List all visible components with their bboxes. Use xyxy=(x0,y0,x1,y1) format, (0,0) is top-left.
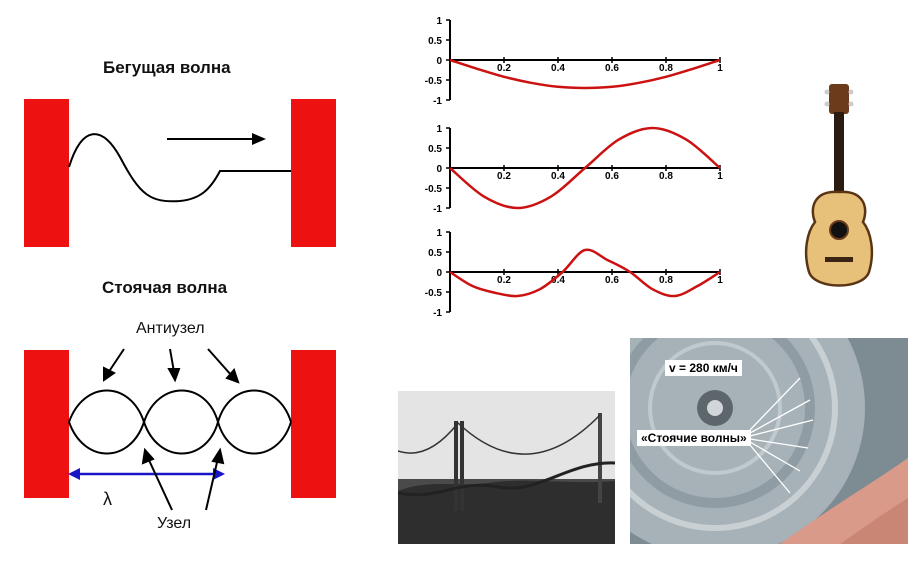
wavelength-symbol: λ xyxy=(103,489,112,509)
x-tick-label: 0.8 xyxy=(659,63,673,74)
y-tick-label: 0.5 xyxy=(428,36,442,47)
antinode-label: Антиузел xyxy=(136,320,205,337)
left-wall xyxy=(24,99,69,247)
y-tick-label: -0.5 xyxy=(425,184,443,195)
y-tick-label: -1 xyxy=(433,96,442,107)
y-tick-label: 1 xyxy=(436,16,442,27)
node-label: Узел xyxy=(157,515,192,532)
y-tick-label: 1 xyxy=(436,124,442,135)
right-wall xyxy=(291,350,336,498)
traveling-wave-title: Бегущая волна xyxy=(103,58,231,77)
x-tick-label: 0.8 xyxy=(659,171,673,182)
standing-waves-caption: «Стоячие волны» xyxy=(637,430,751,446)
traveling-wave-diagram xyxy=(24,99,336,247)
left-wall xyxy=(24,350,69,498)
mode-plot-2: 1 0.5 0 -0.5 -1 0.2 0.4 0.6 0.8 1 xyxy=(425,124,723,215)
x-tick-label: 1 xyxy=(717,63,723,74)
y-tick-label: 0.5 xyxy=(428,248,442,259)
x-tick-label: 0.2 xyxy=(497,275,511,286)
direction-arrowhead xyxy=(252,133,266,145)
y-tick-label: 0.5 xyxy=(428,144,442,155)
x-tick-label: 1 xyxy=(717,171,723,182)
y-tick-label: 0 xyxy=(436,268,442,279)
standing-wave-upper xyxy=(68,389,292,455)
x-tick-label: 0.2 xyxy=(497,63,511,74)
y-tick-label: 1 xyxy=(436,228,442,239)
mode-plots: 1 0.5 0 -0.5 -1 0.2 0.4 0.6 0.8 1 1 0.5 0 -0.5 -1 0.2 0.… xyxy=(425,16,723,319)
mode-curve-2 xyxy=(449,126,721,210)
x-tick-label: 0.6 xyxy=(605,171,619,182)
mode-plot-1: 1 0.5 0 -0.5 -1 0.2 0.4 0.6 0.8 1 xyxy=(425,16,723,107)
right-wall xyxy=(291,99,336,247)
x-tick-label: 0.6 xyxy=(605,63,619,74)
standing-wave-lower xyxy=(68,389,292,455)
antinode-arrows xyxy=(103,348,240,384)
y-tick-label: -0.5 xyxy=(425,76,443,87)
x-tick-label: 0.8 xyxy=(659,275,673,286)
x-tick-label: 0.4 xyxy=(551,275,565,286)
standing-wave-diagram xyxy=(24,348,336,511)
y-tick-label: -1 xyxy=(433,204,442,215)
mode-curve-1 xyxy=(449,58,721,90)
y-tick-label: -1 xyxy=(433,308,442,319)
x-tick-label: 1 xyxy=(717,275,723,286)
standing-wave-title: Стоячая волна xyxy=(102,278,228,297)
y-tick-label: 0 xyxy=(436,56,442,67)
x-tick-label: 0.2 xyxy=(497,171,511,182)
speed-label: v = 280 км/ч xyxy=(665,360,742,376)
y-tick-label: -0.5 xyxy=(425,288,443,299)
mode-curve-3 xyxy=(449,248,721,298)
x-tick-label: 0.6 xyxy=(605,275,619,286)
node-arrows xyxy=(141,447,225,511)
guitar-image xyxy=(804,84,874,287)
x-tick-label: 0.4 xyxy=(551,63,565,74)
x-tick-label: 0.4 xyxy=(551,171,565,182)
mode-plot-3: 1 0.5 0 -0.5 -1 0.2 0.4 0.6 0.8 1 xyxy=(425,228,723,319)
tire-photo: v = 280 км/ч «Стоячие волны» xyxy=(630,338,908,544)
traveling-wave-curve xyxy=(68,133,291,203)
bridge-photo xyxy=(398,391,615,544)
y-tick-label: 0 xyxy=(436,164,442,175)
